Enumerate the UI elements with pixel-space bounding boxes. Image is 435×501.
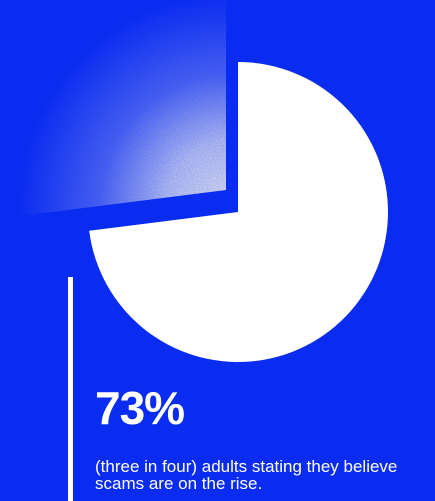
pie-slice-exploded	[0, 0, 226, 219]
pie-slice-main	[89, 62, 388, 362]
stat-caption: (three in four) adults stating they beli…	[95, 457, 398, 493]
accent-bar	[68, 277, 73, 501]
stat-value: 73%	[95, 382, 185, 434]
